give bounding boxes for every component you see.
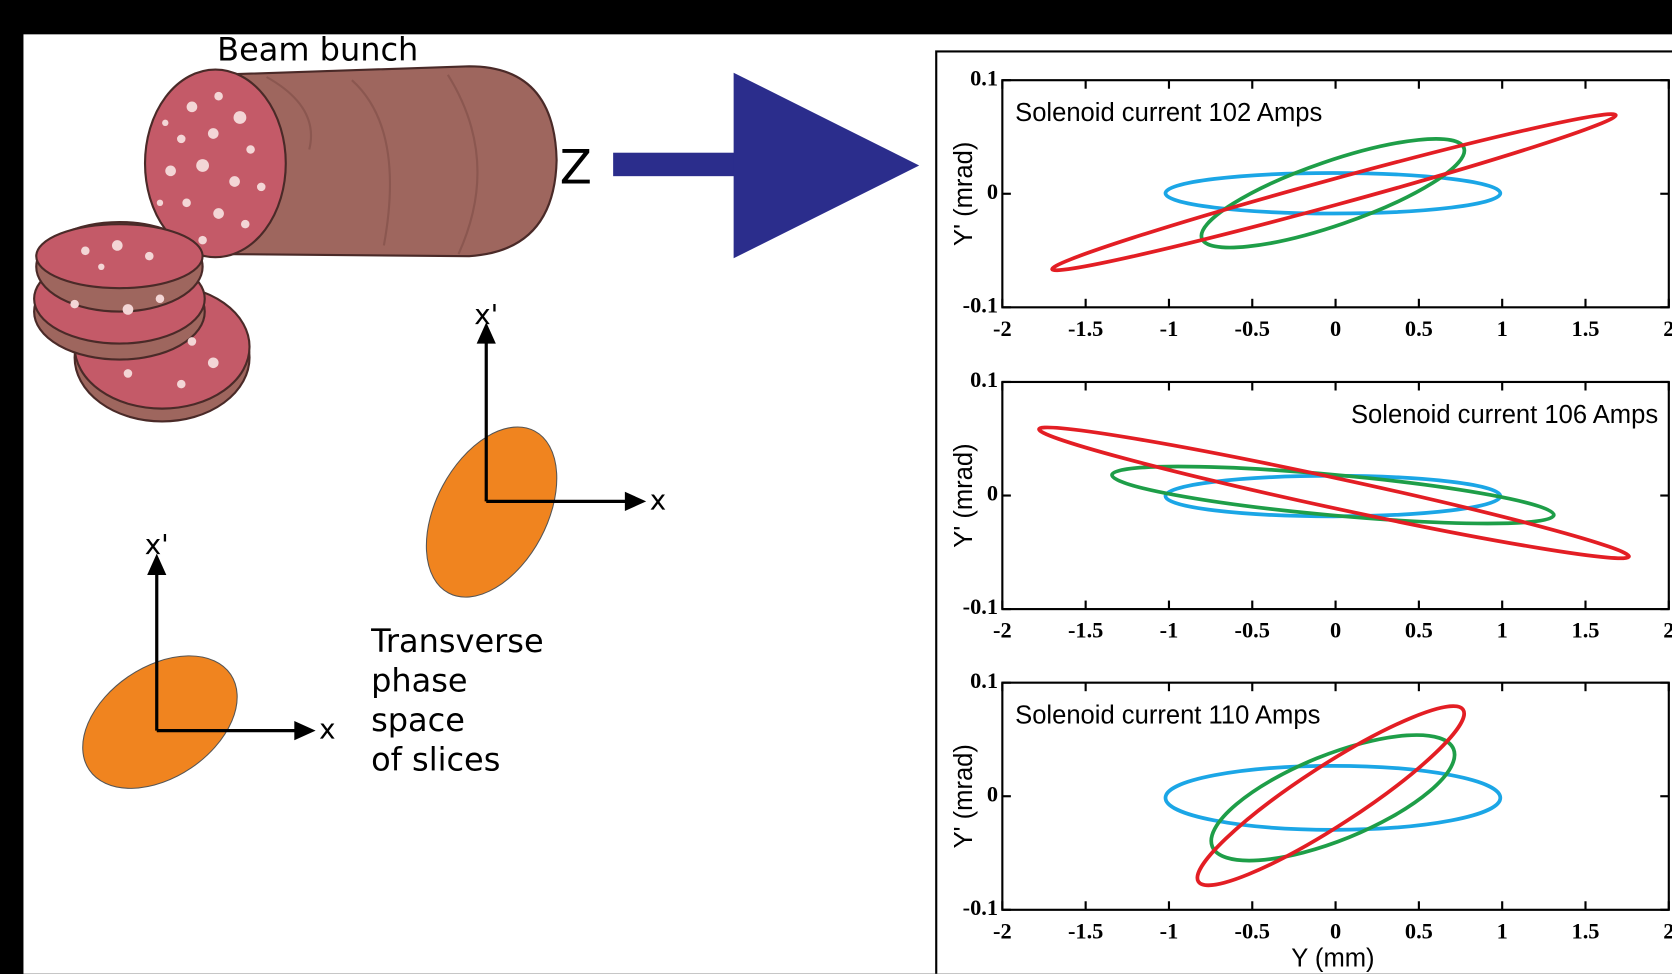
y-axis-label: Y' (mrad) [950, 142, 978, 246]
caption-line: Transverse [370, 622, 544, 660]
panel-title: Solenoid current 110 Amps [1015, 702, 1320, 730]
panel-title: Solenoid current 106 Amps [1351, 401, 1658, 429]
x-tick-label: -1 [1160, 618, 1179, 643]
x-tick-label: 1.5 [1572, 618, 1600, 643]
x-tick-label: 1 [1497, 316, 1508, 341]
y-tick-label: 0 [987, 781, 998, 806]
caption-line: space [371, 701, 465, 739]
x-tick-label: -1 [1160, 316, 1179, 341]
x-tick-label: 0.5 [1405, 618, 1433, 643]
caption-line: of slices [371, 741, 500, 779]
y-axis-label: Y' (mrad) [950, 744, 978, 848]
y-tick-label: -0.1 [963, 292, 998, 317]
y-axis-label: Y' (mrad) [950, 443, 978, 547]
x-tick-label: -1 [1160, 918, 1179, 943]
x-tick-label: -2 [993, 316, 1012, 341]
x-tick-label: 0 [1330, 316, 1341, 341]
y-tick-label: 0.1 [970, 668, 998, 693]
y-tick-label: -0.1 [963, 895, 998, 920]
y-tick-label: 0 [987, 481, 998, 506]
x-axis-label: Y (mm) [1291, 945, 1374, 973]
x-tick-label: -0.5 [1235, 618, 1270, 643]
x-tick-label: 0 [1330, 618, 1341, 643]
y-tick-label: 0.1 [970, 65, 998, 90]
axis-label: x [650, 483, 666, 516]
z-label: Z [560, 140, 592, 195]
x-tick-label: 1.5 [1572, 918, 1600, 943]
axis-label: x' [145, 528, 169, 561]
axis-label: x [319, 713, 335, 746]
x-tick-label: 2 [1663, 316, 1672, 341]
y-tick-label: -0.1 [963, 594, 998, 619]
x-tick-label: -0.5 [1235, 316, 1270, 341]
caption-line: phase [371, 662, 467, 700]
x-tick-label: 1.5 [1572, 316, 1600, 341]
x-tick-label: -2 [993, 918, 1012, 943]
x-tick-label: 2 [1663, 918, 1672, 943]
axis-label: x' [474, 298, 498, 331]
x-tick-label: 0.5 [1405, 316, 1433, 341]
y-tick-label: 0.1 [970, 367, 998, 392]
x-tick-label: 0 [1330, 918, 1341, 943]
bunch-label: Beam bunch [217, 30, 418, 68]
panel-title: Solenoid current 102 Amps [1015, 99, 1322, 127]
x-tick-label: 1 [1497, 618, 1508, 643]
x-tick-label: 0.5 [1405, 918, 1433, 943]
x-tick-label: 1 [1497, 918, 1508, 943]
x-tick-label: -1.5 [1068, 316, 1103, 341]
x-tick-label: -0.5 [1235, 918, 1270, 943]
x-tick-label: -2 [993, 618, 1012, 643]
figure: Beam bunch Z x' x x' x Transverse phase … [0, 0, 1672, 974]
y-tick-label: 0 [987, 179, 998, 204]
x-tick-label: -1.5 [1068, 618, 1103, 643]
x-tick-label: 2 [1663, 618, 1672, 643]
x-tick-label: -1.5 [1068, 918, 1103, 943]
